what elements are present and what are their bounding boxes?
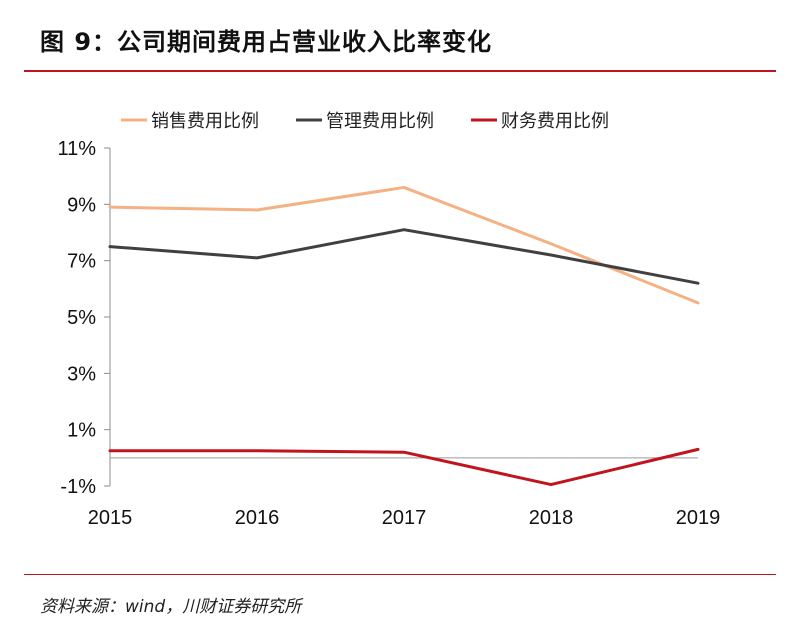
- series-line: [108, 185, 700, 305]
- title-divider: [24, 70, 776, 72]
- y-tick-label: -1%: [60, 476, 96, 498]
- x-tick-label: 2016: [235, 507, 280, 529]
- x-tick-label: 2018: [529, 507, 574, 529]
- series-line: [108, 447, 700, 487]
- series-line: [108, 228, 700, 285]
- y-tick-label: 3%: [67, 363, 96, 385]
- y-tick-label: 1%: [67, 420, 96, 442]
- x-tick-label: 2015: [88, 507, 133, 529]
- footer-divider: [24, 574, 776, 575]
- y-tick-label: 7%: [67, 251, 96, 273]
- y-tick-label: 9%: [67, 194, 96, 216]
- legend-label: 销售费用比例: [151, 111, 259, 132]
- x-tick-label: 2019: [676, 507, 721, 529]
- y-tick-label: 11%: [57, 138, 96, 160]
- x-tick-label: 2017: [382, 507, 427, 529]
- line-chart: 11% 9% 7% 5% 3% 1% -1% 2015 2016 2017 2018 2019 销售费用…: [57, 111, 721, 529]
- legend-label: 管理费用比例: [326, 111, 434, 132]
- figure-title: 图 9：公司期间费用占营业收入比率变化: [40, 28, 493, 56]
- legend-label: 财务费用比例: [501, 111, 609, 132]
- y-tick-label: 5%: [67, 307, 96, 329]
- source-note: 资料来源：wind，川财证券研究所: [40, 597, 302, 617]
